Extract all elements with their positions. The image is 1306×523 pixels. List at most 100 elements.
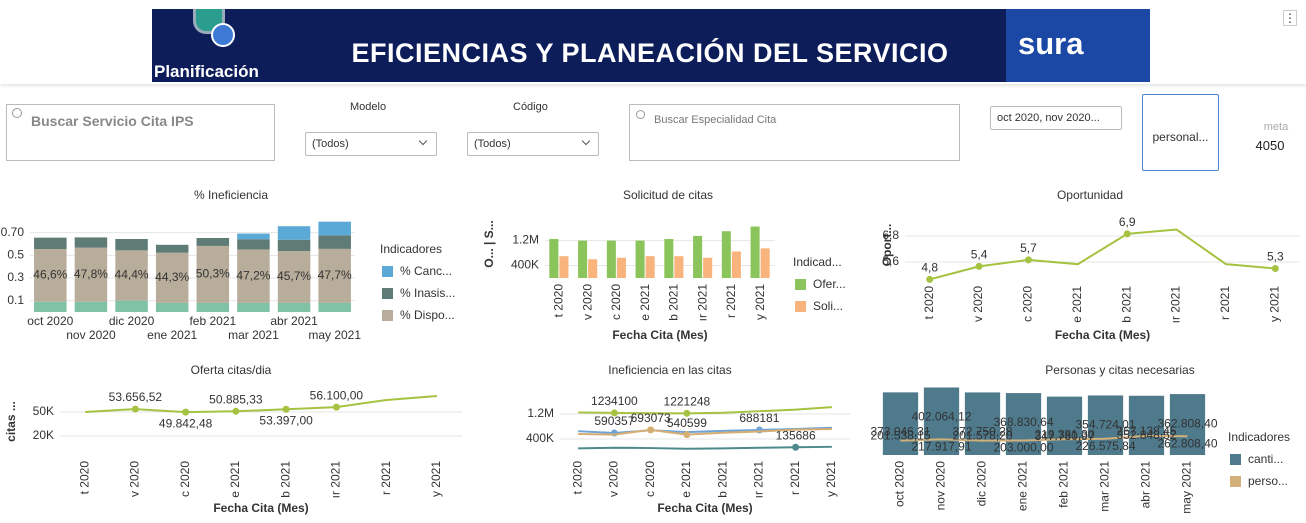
date-dropdown[interactable]: oct 2020, nov 2020... bbox=[990, 106, 1122, 130]
x-tick-label: y 2021 bbox=[429, 461, 443, 497]
search-service[interactable]: Buscar Servicio Cita IPS bbox=[6, 104, 275, 161]
bar-segment bbox=[155, 252, 189, 303]
x-tick-label: y 2021 bbox=[824, 461, 838, 497]
bar-segment bbox=[34, 301, 67, 312]
legend-swatch bbox=[795, 279, 806, 290]
line bbox=[85, 395, 437, 414]
chart-title: Ineficiencia en las citas bbox=[608, 363, 731, 377]
bar-segment bbox=[318, 221, 351, 236]
bar bbox=[645, 256, 655, 278]
x-axis-label: Fecha Cita (Mes) bbox=[612, 328, 707, 342]
bar-segment bbox=[237, 233, 270, 240]
bar-segment bbox=[277, 251, 311, 303]
bar-segment bbox=[34, 248, 67, 302]
logo-box bbox=[1006, 9, 1150, 82]
y-tick-label: 400K bbox=[526, 431, 554, 445]
data-label: 219.381,30 bbox=[1034, 427, 1094, 441]
bar bbox=[731, 251, 741, 278]
legend-swatch bbox=[382, 310, 393, 321]
bar bbox=[674, 256, 684, 278]
line bbox=[578, 406, 832, 415]
menu-button[interactable]: ⋮ bbox=[1283, 10, 1297, 26]
x-tick-label: t 2020 bbox=[570, 461, 584, 495]
data-label: 226.575,84 bbox=[1075, 439, 1135, 453]
y-tick-label: 0.70 bbox=[1, 225, 25, 239]
point bbox=[1123, 230, 1131, 238]
chart-title: Oportunidad bbox=[1057, 188, 1123, 202]
x-tick-label: r 2021 bbox=[724, 284, 738, 318]
data-label: 267.138,45 bbox=[1116, 424, 1176, 438]
x-tick-label: b 2021 bbox=[667, 284, 681, 321]
y-tick-label: 5,6 bbox=[882, 254, 899, 268]
bar-segment bbox=[277, 226, 311, 240]
bar bbox=[703, 257, 713, 278]
legend-label: Soli... bbox=[813, 299, 843, 313]
x-tick-label: ene 2021 bbox=[1016, 461, 1030, 511]
modelo-dropdown[interactable]: (Todos) bbox=[305, 132, 437, 156]
x-tick-label: ır 2021 bbox=[752, 461, 766, 499]
x-axis-label: Fecha Cita (Mes) bbox=[657, 501, 752, 515]
meta-label: meta bbox=[1263, 121, 1289, 133]
data-label: 362.808,40 bbox=[1157, 416, 1217, 430]
x-tick-label: mar 2021 bbox=[228, 328, 279, 342]
search-specialty[interactable]: Buscar Especialidad Cita bbox=[629, 104, 960, 161]
legend-swatch bbox=[382, 266, 393, 277]
legend-swatch bbox=[795, 301, 806, 312]
bar bbox=[1128, 395, 1165, 455]
legend-swatch bbox=[1230, 454, 1241, 465]
data-label: 135686 bbox=[776, 428, 816, 442]
codigo-dropdown[interactable]: (Todos) bbox=[467, 132, 599, 156]
bar bbox=[923, 387, 960, 455]
x-tick-label: feb 2021 bbox=[189, 314, 236, 328]
x-tick-label: ene 2021 bbox=[147, 328, 197, 342]
bar-segment bbox=[196, 245, 230, 303]
data-label: 540599 bbox=[667, 416, 707, 430]
x-tick-label: dic 2020 bbox=[109, 314, 155, 328]
data-label: 590357 bbox=[594, 414, 634, 428]
y-axis-label: O... | S... bbox=[482, 220, 496, 267]
legend-title: Indicadores bbox=[1228, 430, 1290, 444]
bar-segment bbox=[34, 237, 67, 249]
bar-segment bbox=[155, 302, 189, 312]
data-label: 4,8 bbox=[921, 261, 938, 275]
data-label: 50.885,33 bbox=[209, 392, 263, 406]
x-tick-label: t 2020 bbox=[552, 284, 566, 318]
bar bbox=[1087, 395, 1124, 455]
y-tick-label: 400K bbox=[511, 258, 539, 272]
bar-segment bbox=[74, 301, 108, 312]
data-label: 6,9 bbox=[1119, 215, 1136, 229]
y-tick-label: 20K bbox=[33, 428, 54, 442]
banner-title: EFICIENCIAS Y PLANEACIÓN DEL SERVICIO bbox=[351, 38, 949, 68]
personal-button[interactable]: personal... bbox=[1142, 94, 1219, 171]
x-tick-label: ır 2021 bbox=[329, 461, 343, 499]
search-icon bbox=[12, 108, 22, 118]
bar bbox=[549, 239, 559, 278]
line bbox=[929, 228, 1276, 281]
x-tick-label: may 2021 bbox=[308, 328, 361, 342]
legend-label: % Dispo... bbox=[400, 308, 455, 322]
data-label: 5,3 bbox=[1267, 250, 1284, 264]
bar bbox=[964, 392, 1001, 455]
x-tick-label: v 2020 bbox=[580, 284, 594, 320]
bar bbox=[606, 240, 616, 278]
codigo-label: Código bbox=[513, 101, 548, 113]
icon bbox=[185, 9, 235, 47]
x-tick-label: e 2021 bbox=[638, 284, 652, 321]
brand-left: Planificación bbox=[154, 62, 259, 81]
bar bbox=[616, 257, 626, 278]
data-label: 347.780,97 bbox=[1034, 429, 1094, 443]
x-tick-label: abr 2021 bbox=[270, 314, 318, 328]
bar-segment bbox=[237, 302, 270, 312]
x-axis-label: Fecha Cita (Mes) bbox=[1055, 328, 1150, 342]
x-tick-label: mar 2021 bbox=[1098, 461, 1112, 512]
data-label: 5,7 bbox=[1020, 241, 1037, 255]
point bbox=[1024, 256, 1032, 264]
bar-segment bbox=[74, 237, 108, 248]
banner bbox=[152, 9, 1150, 82]
x-tick-label: c 2020 bbox=[643, 461, 657, 497]
bar-segment bbox=[196, 302, 230, 312]
x-tick-label: e 2021 bbox=[1070, 286, 1084, 323]
y-tick-label: 1.2M bbox=[527, 406, 554, 420]
data-label: 201.538,15 bbox=[870, 429, 930, 443]
